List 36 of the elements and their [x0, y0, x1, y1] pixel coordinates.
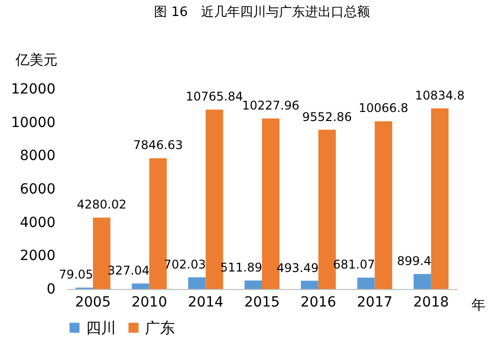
bar [244, 280, 262, 289]
bar [414, 274, 432, 289]
data-label: 7846.63 [133, 138, 183, 152]
data-label: 10765.84 [186, 90, 244, 104]
bar [300, 280, 318, 289]
data-label: 10066.8 [358, 101, 408, 116]
data-label: 9552.86 [302, 110, 352, 124]
y-tick-label: 12000 [10, 82, 56, 98]
chart-title: 图 16 近几年四川与广东进出口总额 [154, 5, 370, 20]
x-tick-label: 2005 [75, 294, 111, 310]
x-tick-label: 2017 [356, 294, 393, 310]
data-label: 79.05 [58, 268, 94, 282]
bar [188, 277, 206, 289]
x-tick-label: 2016 [300, 294, 336, 310]
x-tick-label: 2010 [131, 294, 168, 310]
data-label: 899.4 [396, 254, 432, 268]
bar [431, 108, 449, 289]
x-tick-label: 2014 [188, 294, 224, 310]
bar [132, 284, 150, 289]
x-tick-label: 2015 [244, 294, 280, 310]
legend-label: 四川 [86, 318, 116, 337]
y-tick-label: 4000 [20, 214, 56, 231]
x-tick-label: 2018 [413, 294, 449, 310]
y-tick-label: 0 [46, 282, 56, 298]
bar [374, 121, 392, 289]
y-tick-label: 8000 [20, 148, 56, 164]
data-label: 10834.8 [415, 88, 465, 102]
bar [357, 278, 375, 289]
data-label: 10227.96 [242, 98, 300, 113]
y-axis-title: 亿美元 [14, 52, 58, 68]
y-tick-label: 6000 [20, 182, 56, 198]
y-tick-label: 2000 [20, 248, 56, 264]
y-tick-label: 10000 [10, 114, 56, 131]
legend-label: 广东 [145, 318, 175, 337]
data-label: 4280.02 [76, 198, 126, 212]
x-axis-title: 年 [472, 298, 486, 314]
